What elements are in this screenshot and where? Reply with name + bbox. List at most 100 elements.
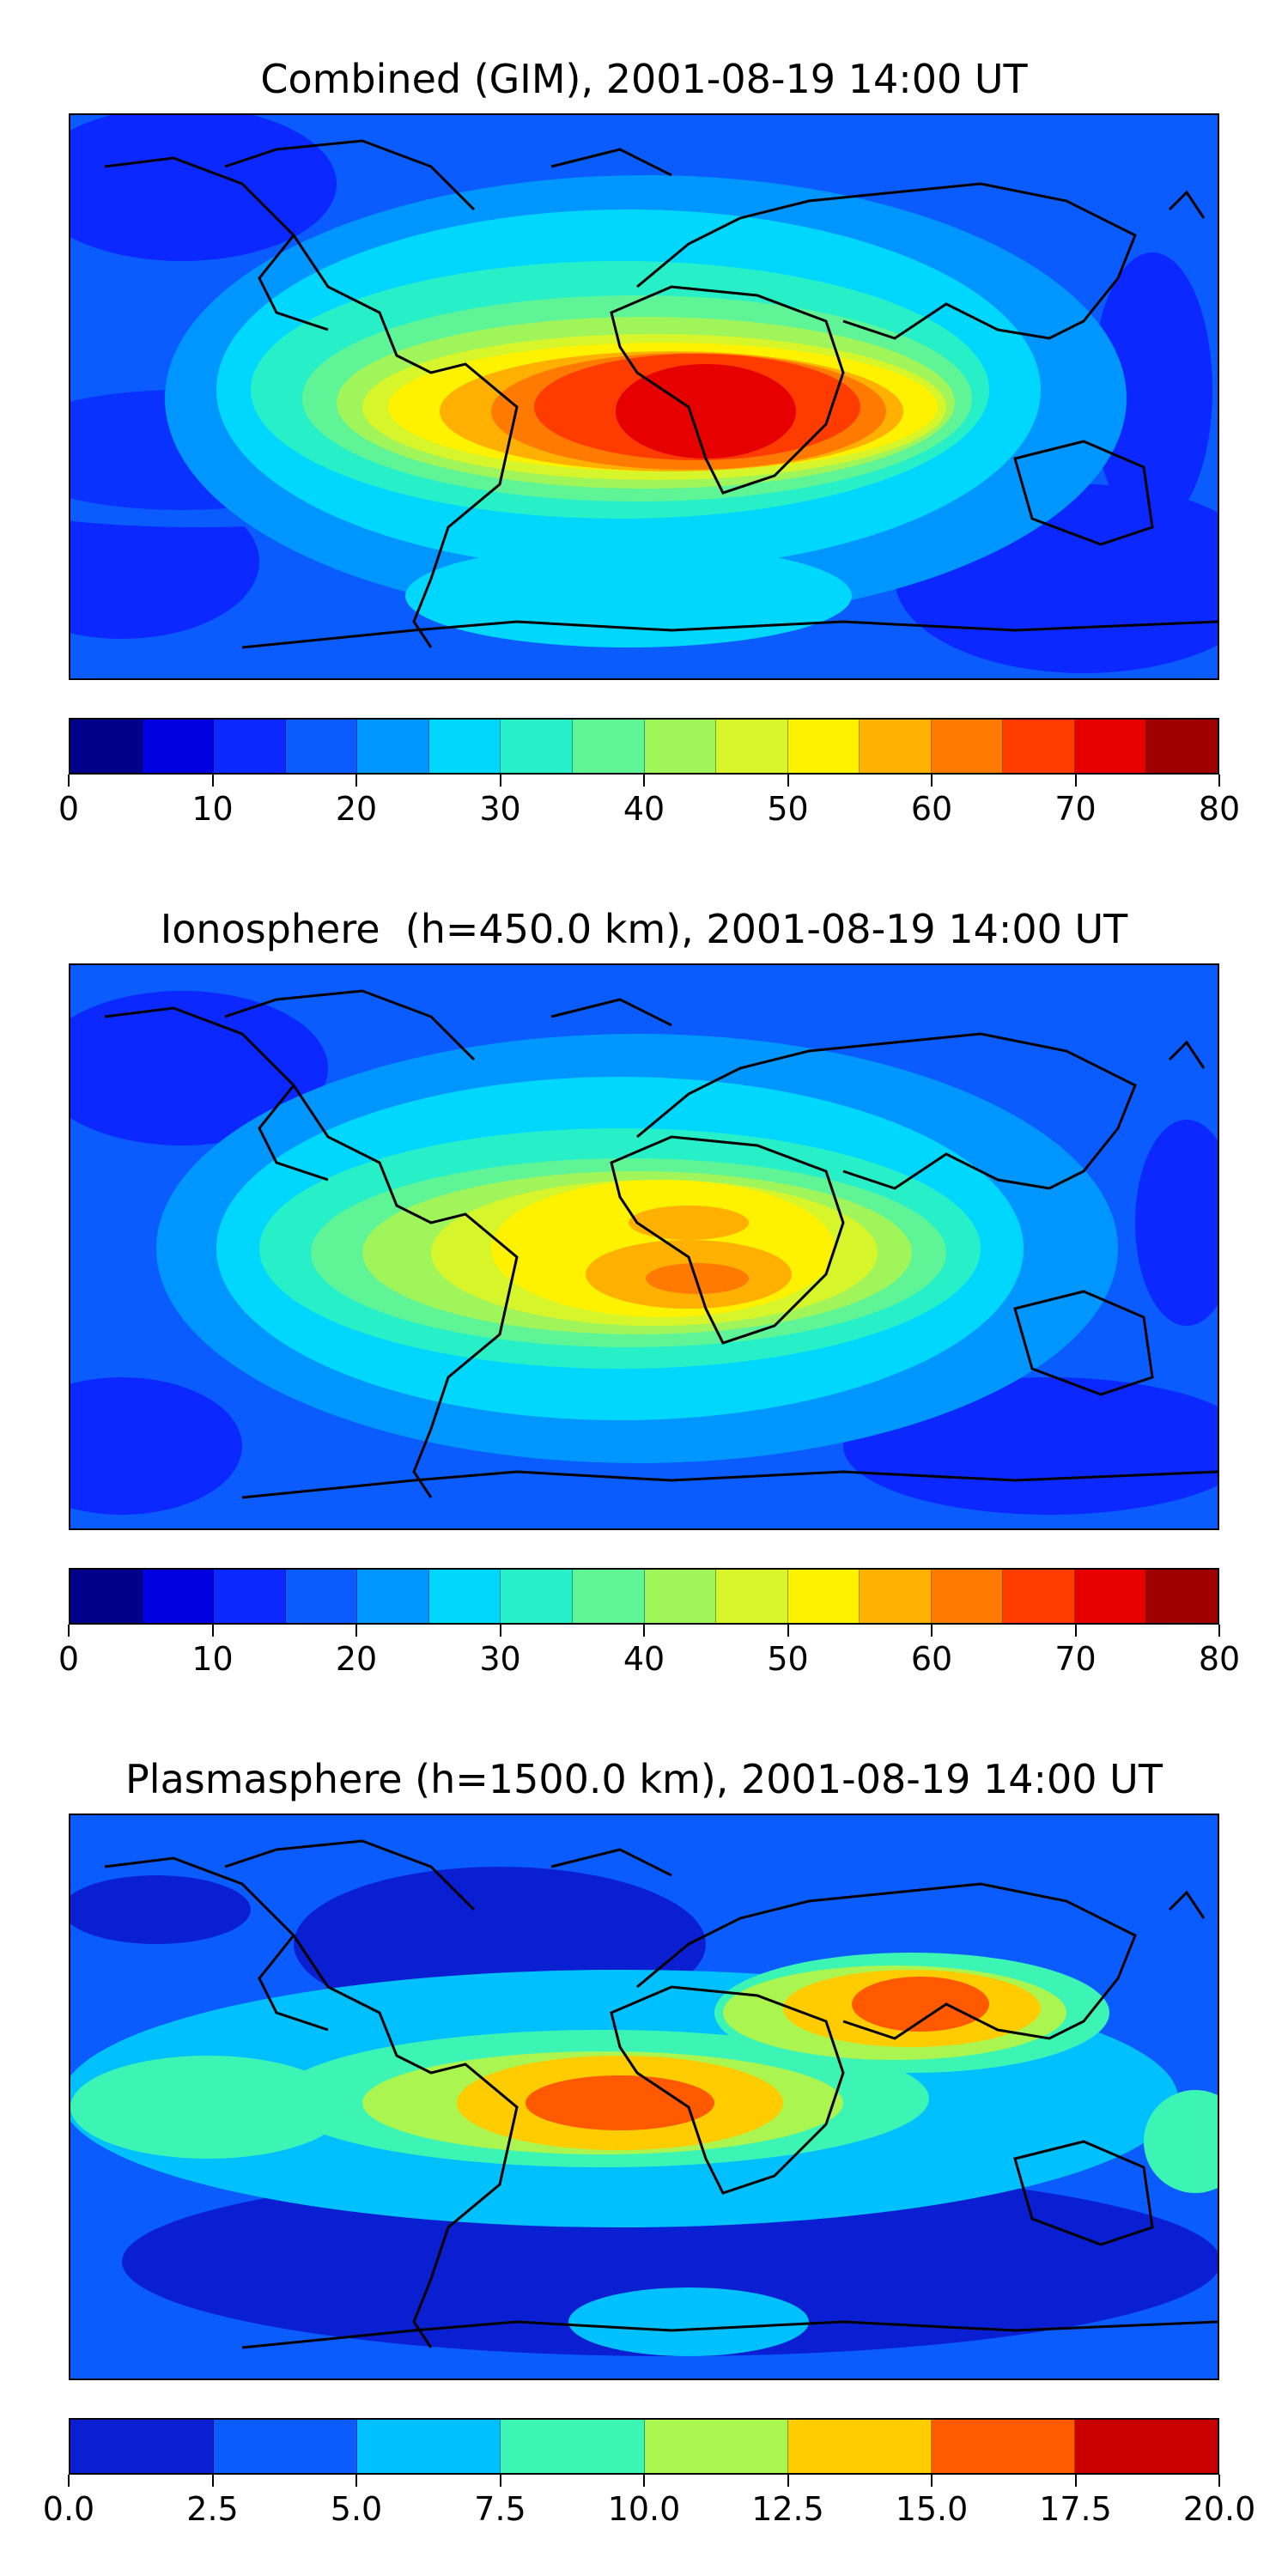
colorbar-swatch: [357, 1570, 429, 1623]
colorbar-swatch: [285, 720, 358, 773]
coastlines: [104, 1839, 1218, 2349]
colorbar-swatch: [716, 1570, 788, 1623]
colorbar-swatch: [1146, 720, 1218, 773]
panel-title-plasmasphere: Plasmasphere (h=1500.0 km), 2001-08-19 1…: [125, 1756, 1163, 1802]
colorbar-tick-mark: [499, 775, 501, 787]
colorbar-tick-mark: [68, 2475, 70, 2487]
colorbar-tick-label: 80: [1198, 790, 1241, 828]
panel-title-combined: Combined (GIM), 2001-08-19 14:00 UT: [260, 56, 1028, 102]
colorbar-swatch: [1003, 1570, 1075, 1623]
colorbar-tick-label: 60: [910, 790, 953, 828]
colorbar-tick-mark: [211, 775, 214, 787]
colorbar-swatch: [428, 1570, 501, 1623]
colorbar-tick-mark: [787, 2475, 789, 2487]
colorbar-swatch: [572, 720, 645, 773]
colorbar-ticks-plasmasphere: 0.0 2.5 5.0 7.5 10.0 12.5 15.0 17.5 20.0: [43, 2475, 1255, 2528]
colorbar-tick-label: 20.0: [1182, 2490, 1256, 2528]
colorbar-tick-label: 2.5: [186, 2490, 239, 2528]
colorbar-swatch: [931, 720, 1004, 773]
colorbar-swatch: [214, 720, 286, 773]
colorbar-swatch: [501, 2420, 645, 2473]
colorbar-swatch: [501, 720, 573, 773]
colorbar-tick-mark: [931, 1625, 933, 1637]
colorbar-tick-mark: [355, 775, 357, 787]
colorbar-ticks-combined: 0 10 20 30 40 50 60 70 80: [58, 775, 1240, 828]
colorbar-tick-label: 10: [191, 1640, 234, 1678]
colorbar-tick-mark: [355, 2475, 357, 2487]
colorbar-swatch: [1146, 1570, 1218, 1623]
colorbar-tick-mark: [499, 1625, 501, 1637]
colorbar-tick-label: 70: [1054, 790, 1097, 828]
colorbar-tick-mark: [1218, 2475, 1220, 2487]
colorbar-tick-mark: [68, 1625, 70, 1637]
colorbar-tick-label: 20: [335, 1640, 378, 1678]
colorbar-swatch: [501, 1570, 573, 1623]
colorbar-tick-label: 10.0: [607, 2490, 681, 2528]
colorbar-tick-label: 50: [767, 790, 809, 828]
colorbar-tick-mark: [211, 2475, 214, 2487]
colorbar-swatch: [644, 2420, 788, 2473]
colorbar-swatch: [214, 2420, 358, 2473]
colorbar-tick-mark: [643, 2475, 645, 2487]
colorbar-swatch: [357, 2420, 501, 2473]
colorbar-tick-label: 20: [335, 790, 378, 828]
tec-contour-map: [70, 1815, 1218, 2379]
colorbar-swatch: [357, 720, 429, 773]
colorbar-tick-label: 40: [623, 790, 665, 828]
colorbar-tick-mark: [355, 1625, 357, 1637]
tec-contour-map: [70, 115, 1218, 678]
colorbar-tick-label: 60: [910, 1640, 953, 1678]
colorbar-swatch: [860, 720, 932, 773]
colorbar-swatch: [428, 720, 501, 773]
colorbar-tick-label: 5.0: [330, 2490, 383, 2528]
colorbar-swatch: [142, 1570, 215, 1623]
coastlines: [104, 989, 1218, 1499]
colorbar-swatch: [214, 1570, 286, 1623]
tec-contour-map: [70, 965, 1218, 1528]
colorbar-swatch: [572, 1570, 645, 1623]
colorbar-tick-label: 50: [767, 1640, 809, 1678]
colorbar-combined: [69, 718, 1219, 775]
colorbar-tick-mark: [1074, 775, 1077, 787]
colorbar-tick-mark: [931, 2475, 933, 2487]
colorbar-swatch: [644, 1570, 717, 1623]
coastlines: [104, 139, 1218, 649]
colorbar-tick-mark: [1218, 775, 1220, 787]
colorbar-tick-label: 40: [623, 1640, 665, 1678]
colorbar-tick-mark: [787, 775, 789, 787]
colorbar-tick-mark: [68, 775, 70, 787]
colorbar-ionosphere: [69, 1568, 1219, 1625]
colorbar-swatch: [285, 1570, 358, 1623]
colorbar-swatch: [931, 1570, 1004, 1623]
colorbar-tick-label: 10: [191, 790, 234, 828]
colorbar-tick-mark: [1218, 1625, 1220, 1637]
colorbar-ticks-ionosphere: 0 10 20 30 40 50 60 70 80: [58, 1625, 1240, 1678]
colorbar-swatch: [1074, 720, 1147, 773]
colorbar-tick-mark: [1074, 1625, 1077, 1637]
colorbar-tick-mark: [643, 775, 645, 787]
colorbar-tick-label: 70: [1054, 1640, 1097, 1678]
colorbar-swatch: [644, 720, 717, 773]
map-ionosphere: [69, 963, 1219, 1530]
colorbar-tick-mark: [643, 1625, 645, 1637]
colorbar-swatch: [860, 1570, 932, 1623]
map-combined: [69, 113, 1219, 680]
colorbar-tick-label: 0: [58, 1640, 80, 1678]
colorbar-tick-mark: [1074, 2475, 1077, 2487]
colorbar-tick-label: 0.0: [42, 2490, 95, 2528]
colorbar-swatch: [716, 720, 788, 773]
colorbar-swatch: [787, 2420, 932, 2473]
colorbar-tick-label: 7.5: [474, 2490, 526, 2528]
panel-title-ionosphere: Ionosphere (h=450.0 km), 2001-08-19 14:0…: [160, 906, 1128, 952]
colorbar-tick-label: 0: [58, 790, 80, 828]
colorbar-swatch: [70, 2420, 215, 2473]
colorbar-swatch: [142, 720, 215, 773]
colorbar-swatch: [70, 1570, 143, 1623]
colorbar-tick-label: 12.5: [751, 2490, 824, 2528]
colorbar-swatch: [1074, 2420, 1218, 2473]
colorbar-swatch: [1003, 720, 1075, 773]
colorbar-tick-mark: [499, 2475, 501, 2487]
colorbar-swatch: [931, 2420, 1075, 2473]
colorbar-tick-label: 80: [1198, 1640, 1241, 1678]
colorbar-tick-label: 30: [479, 790, 521, 828]
